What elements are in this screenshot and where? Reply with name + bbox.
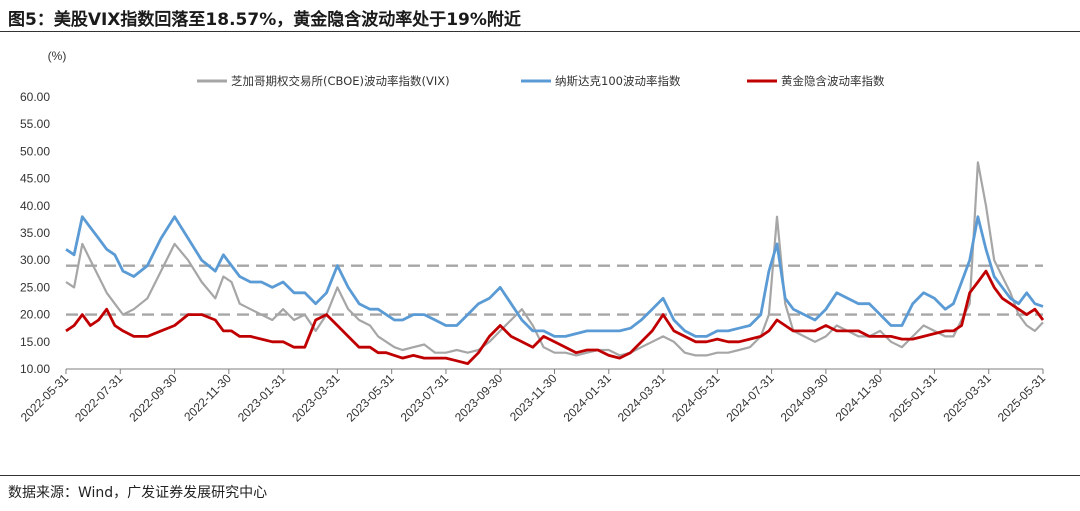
x-tick-label: 2024-03-31 xyxy=(615,371,669,425)
x-tick-label: 2025-01-31 xyxy=(886,371,940,425)
x-tick-label: 2024-01-31 xyxy=(561,371,615,425)
y-tick-label: 30.00 xyxy=(20,253,50,267)
source-rule xyxy=(0,475,1080,476)
y-tick-label: 10.00 xyxy=(20,362,50,376)
x-tick-label: 2022-09-30 xyxy=(126,371,180,425)
series-lines xyxy=(65,161,1045,366)
x-tick-label: 2024-07-31 xyxy=(723,371,777,425)
legend-label-nasdaq: 纳斯达克100波动率指数 xyxy=(555,74,681,88)
y-axis: 10.00 15.00 20.00 25.00 30.00 35.00 40.00 45.00… xyxy=(20,90,50,376)
x-tick-label: 2023-03-31 xyxy=(289,371,343,425)
line-chart: (%) 10.00 15.00 20.00 25.00 30.00 35.00 40.00 4… xyxy=(18,49,1049,425)
legend-label-vix: 芝加哥期权交易所(CBOE)波动率指数(VIX) xyxy=(231,74,450,88)
x-tick-label: 2022-05-31 xyxy=(18,371,72,425)
x-tick-label: 2023-09-30 xyxy=(452,371,506,425)
unit-label: (%) xyxy=(48,49,67,63)
series-line-nasdaq xyxy=(65,215,1044,338)
y-tick-label: 15.00 xyxy=(20,335,50,349)
figure-title: 图5：美股VIX指数回落至18.57%，黄金隐含波动率处于19%附近 xyxy=(8,10,521,30)
x-tick-label: 2025-05-31 xyxy=(995,371,1049,425)
legend: 芝加哥期权交易所(CBOE)波动率指数(VIX) 纳斯达克100波动率指数 黄金隐含… xyxy=(197,74,885,88)
y-tick-label: 25.00 xyxy=(20,280,50,294)
x-tick-label: 2024-05-31 xyxy=(669,371,723,425)
x-tick-label: 2023-01-31 xyxy=(235,371,289,425)
x-tick-label: 2023-05-31 xyxy=(343,371,397,425)
x-tick-label: 2022-07-31 xyxy=(72,371,126,425)
y-tick-label: 40.00 xyxy=(20,199,50,213)
x-tick-label: 2023-11-30 xyxy=(507,371,560,424)
x-tick-label: 2025-03-31 xyxy=(941,371,995,425)
y-tick-label: 35.00 xyxy=(20,226,50,240)
legend-label-gold: 黄金隐含波动率指数 xyxy=(781,74,885,88)
y-tick-label: 20.00 xyxy=(20,308,50,322)
source-note: 数据来源：Wind，广发证券发展研究中心 xyxy=(8,485,268,501)
x-tick-label: 2024-09-30 xyxy=(778,371,832,425)
reference-lines xyxy=(66,264,1043,316)
y-tick-label: 55.00 xyxy=(20,117,50,131)
y-tick-label: 50.00 xyxy=(20,144,50,158)
x-tick-label: 2024-11-30 xyxy=(833,371,886,424)
series-line-vix xyxy=(65,161,1044,357)
y-tick-label: 45.00 xyxy=(20,172,50,186)
x-axis: 2022-05-31 2022-07-31 2022-09-30 2022-11-30… xyxy=(18,368,1049,425)
y-tick-label: 60.00 xyxy=(20,90,50,104)
x-tick-label: 2023-07-31 xyxy=(398,371,452,425)
title-rule xyxy=(0,31,1080,32)
series-line-gold xyxy=(65,269,1045,366)
x-tick-label: 2022-11-30 xyxy=(181,371,234,424)
